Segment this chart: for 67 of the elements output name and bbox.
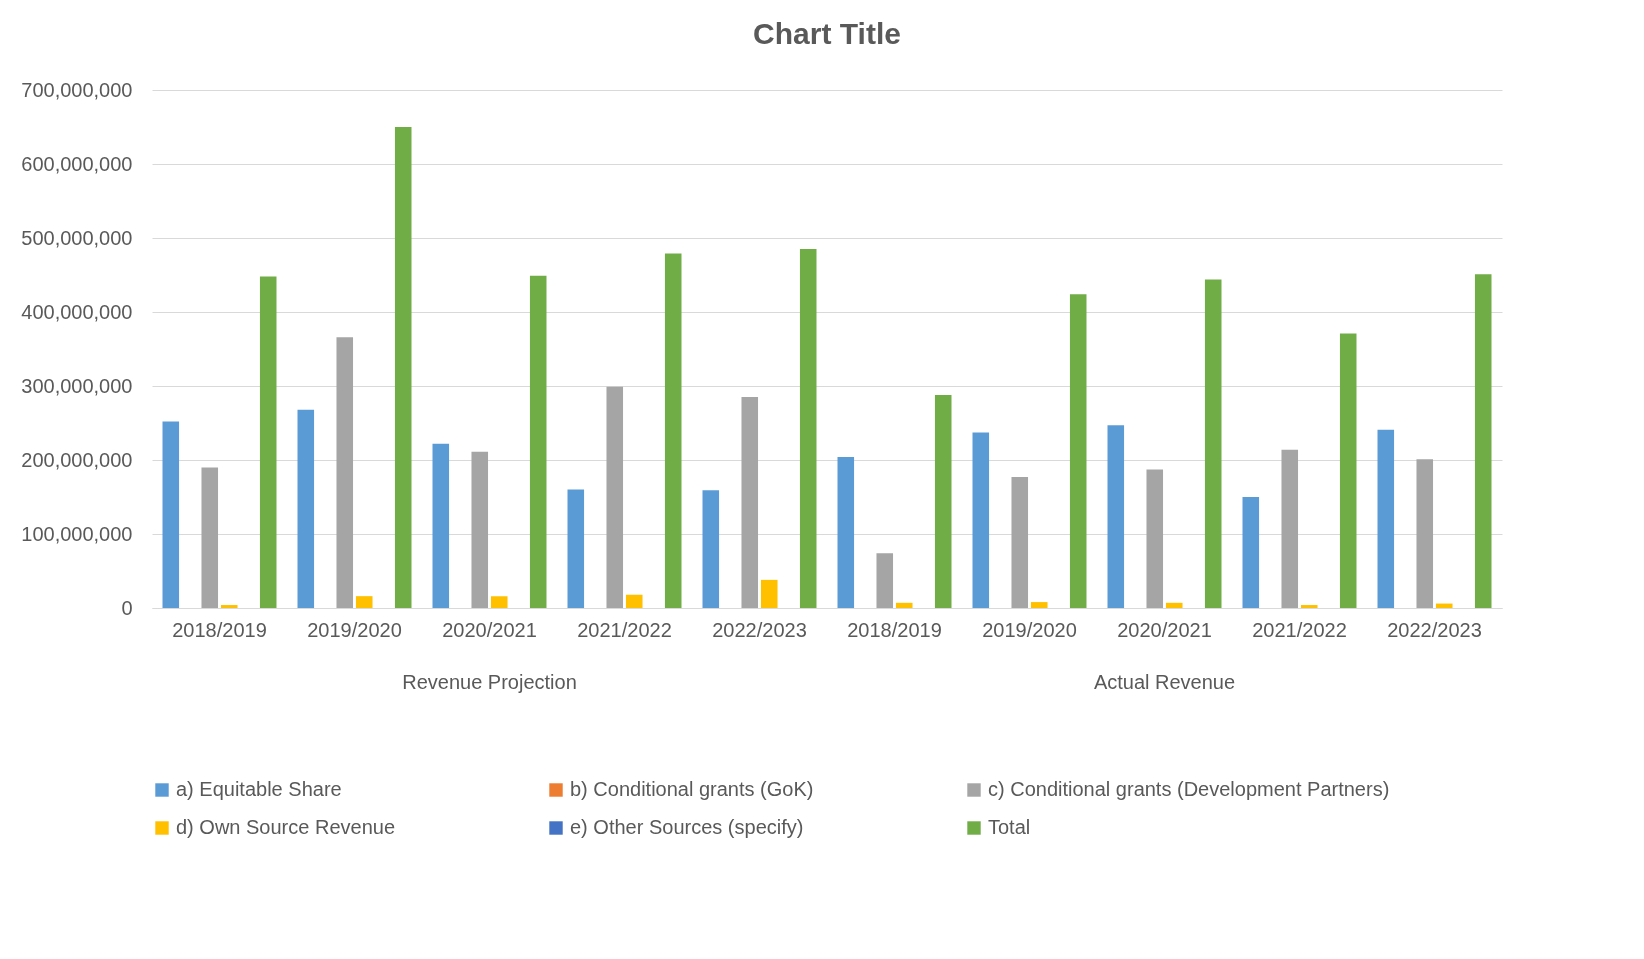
x-tick-label: 2022/2023 — [712, 618, 807, 641]
x-tick-label: 2021/2022 — [1252, 618, 1347, 641]
legend-label: d) Own Source Revenue — [176, 816, 396, 838]
bar — [490, 596, 508, 608]
bar — [201, 467, 219, 608]
y-tick-label: 600,000,000 — [21, 152, 133, 175]
x-tick-label: 2022/2023 — [1387, 618, 1482, 641]
bar — [664, 253, 682, 608]
x-tick-label: 2019/2020 — [307, 618, 402, 641]
bar — [895, 602, 913, 608]
bar — [1069, 294, 1087, 608]
text: Actual Revenue — [1093, 671, 1236, 693]
legend-label: a) Equitable Share — [176, 778, 342, 800]
bar — [220, 605, 238, 608]
bar — [432, 443, 450, 608]
y-tick-label: 100,000,000 — [21, 522, 133, 545]
bar — [1030, 602, 1048, 608]
bar — [1300, 605, 1318, 608]
bar — [876, 553, 894, 608]
legend-label: Total — [988, 816, 1031, 838]
y-tick-label: 500,000,000 — [21, 226, 133, 249]
bar — [625, 594, 643, 608]
x-tick-label: 2018/2019 — [847, 618, 942, 641]
bar — [1165, 602, 1183, 608]
bar — [471, 451, 489, 608]
legend-label: c) Conditional grants (Development Partners) — [988, 778, 1390, 800]
bar — [760, 579, 778, 608]
bar — [162, 421, 180, 608]
bar — [972, 432, 990, 608]
x-tick-label: 2021/2022 — [577, 618, 672, 641]
legend-label: e) Other Sources (specify) — [570, 816, 804, 838]
bar — [1435, 603, 1453, 608]
bar — [1011, 477, 1029, 608]
bar — [1204, 279, 1222, 608]
y-tick-label: 300,000,000 — [21, 374, 133, 397]
bar — [1377, 429, 1395, 608]
bar — [741, 397, 759, 608]
bar — [1107, 425, 1125, 608]
bar — [934, 394, 952, 608]
bar — [355, 596, 373, 608]
y-tick-label: 0 — [121, 596, 133, 619]
bar — [567, 489, 585, 608]
x-tick-label: 2020/2021 — [1117, 618, 1212, 641]
bar — [1242, 497, 1260, 608]
bar — [336, 337, 354, 608]
chart-title: Chart Title — [753, 17, 901, 50]
bar — [297, 409, 315, 608]
bar — [1416, 459, 1434, 608]
x-tick-label: 2019/2020 — [982, 618, 1077, 641]
bar — [1474, 274, 1492, 608]
bar — [259, 276, 277, 608]
bar — [1146, 469, 1164, 608]
bar — [1339, 333, 1357, 608]
y-tick-label: 200,000,000 — [21, 448, 133, 471]
y-tick-label: 400,000,000 — [21, 300, 133, 323]
text: Revenue Projection — [402, 671, 577, 693]
y-tick-label: 700,000,000 — [21, 78, 133, 101]
x-tick-label: 2018/2019 — [172, 618, 267, 641]
bar — [529, 275, 547, 608]
bar — [394, 127, 412, 608]
bar — [837, 457, 855, 608]
bar — [799, 249, 817, 608]
bar — [702, 490, 720, 608]
bar — [1281, 449, 1299, 608]
bar — [606, 386, 624, 608]
x-tick-label: 2020/2021 — [442, 618, 537, 641]
legend-label: b) Conditional grants (GoK) — [570, 778, 814, 800]
